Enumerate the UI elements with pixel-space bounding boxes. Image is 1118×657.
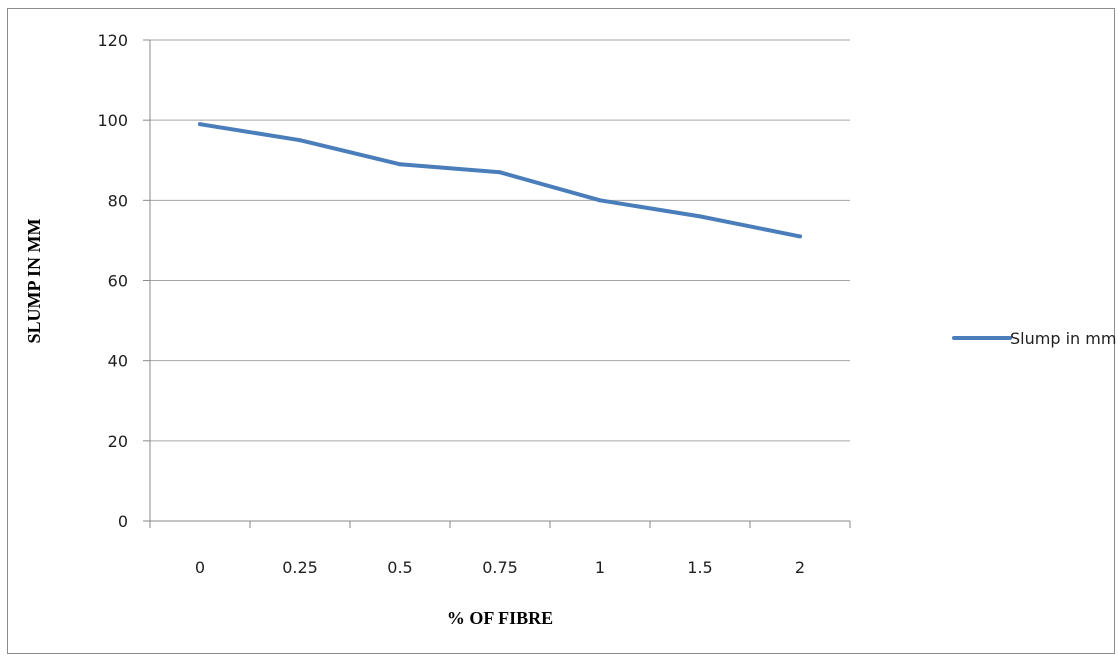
y-tick-label: 60 <box>108 272 128 291</box>
series-group <box>198 122 802 239</box>
data-point <box>398 162 402 167</box>
y-tick-label: 80 <box>108 191 128 210</box>
y-axis-title: SLUMP IN MM <box>24 219 44 344</box>
data-point <box>198 122 202 127</box>
data-point <box>498 170 502 175</box>
x-tick-label: 0.25 <box>282 558 318 577</box>
x-tick-labels: 0 0.25 0.5 0.75 1 1.5 2 <box>195 558 805 577</box>
data-point <box>598 198 602 203</box>
x-axis-title: % OF FIBRE <box>447 608 553 628</box>
gridlines <box>143 39 851 528</box>
x-tick-label: 2 <box>795 558 805 577</box>
y-tick-labels: 0 20 40 60 80 100 120 <box>97 31 128 531</box>
y-tick-label: 120 <box>97 31 128 50</box>
data-point <box>798 234 802 239</box>
legend-label-slump: Slump in mm <box>1010 329 1116 348</box>
data-point <box>698 214 702 219</box>
x-tick-label: 0 <box>195 558 205 577</box>
data-point <box>298 138 302 143</box>
x-tick-label: 1 <box>595 558 605 577</box>
y-tick-label: 0 <box>118 512 128 531</box>
legend: Slump in mm <box>952 329 1116 348</box>
y-tick-label: 100 <box>97 111 128 130</box>
y-tick-label: 40 <box>108 352 128 371</box>
y-tick-label: 20 <box>108 432 128 451</box>
series-line-slump <box>198 122 802 239</box>
x-tick-label: 1.5 <box>687 558 712 577</box>
chart-frame <box>7 8 1115 654</box>
x-tick-label: 0.5 <box>387 558 412 577</box>
x-tick-label: 0.75 <box>482 558 518 577</box>
